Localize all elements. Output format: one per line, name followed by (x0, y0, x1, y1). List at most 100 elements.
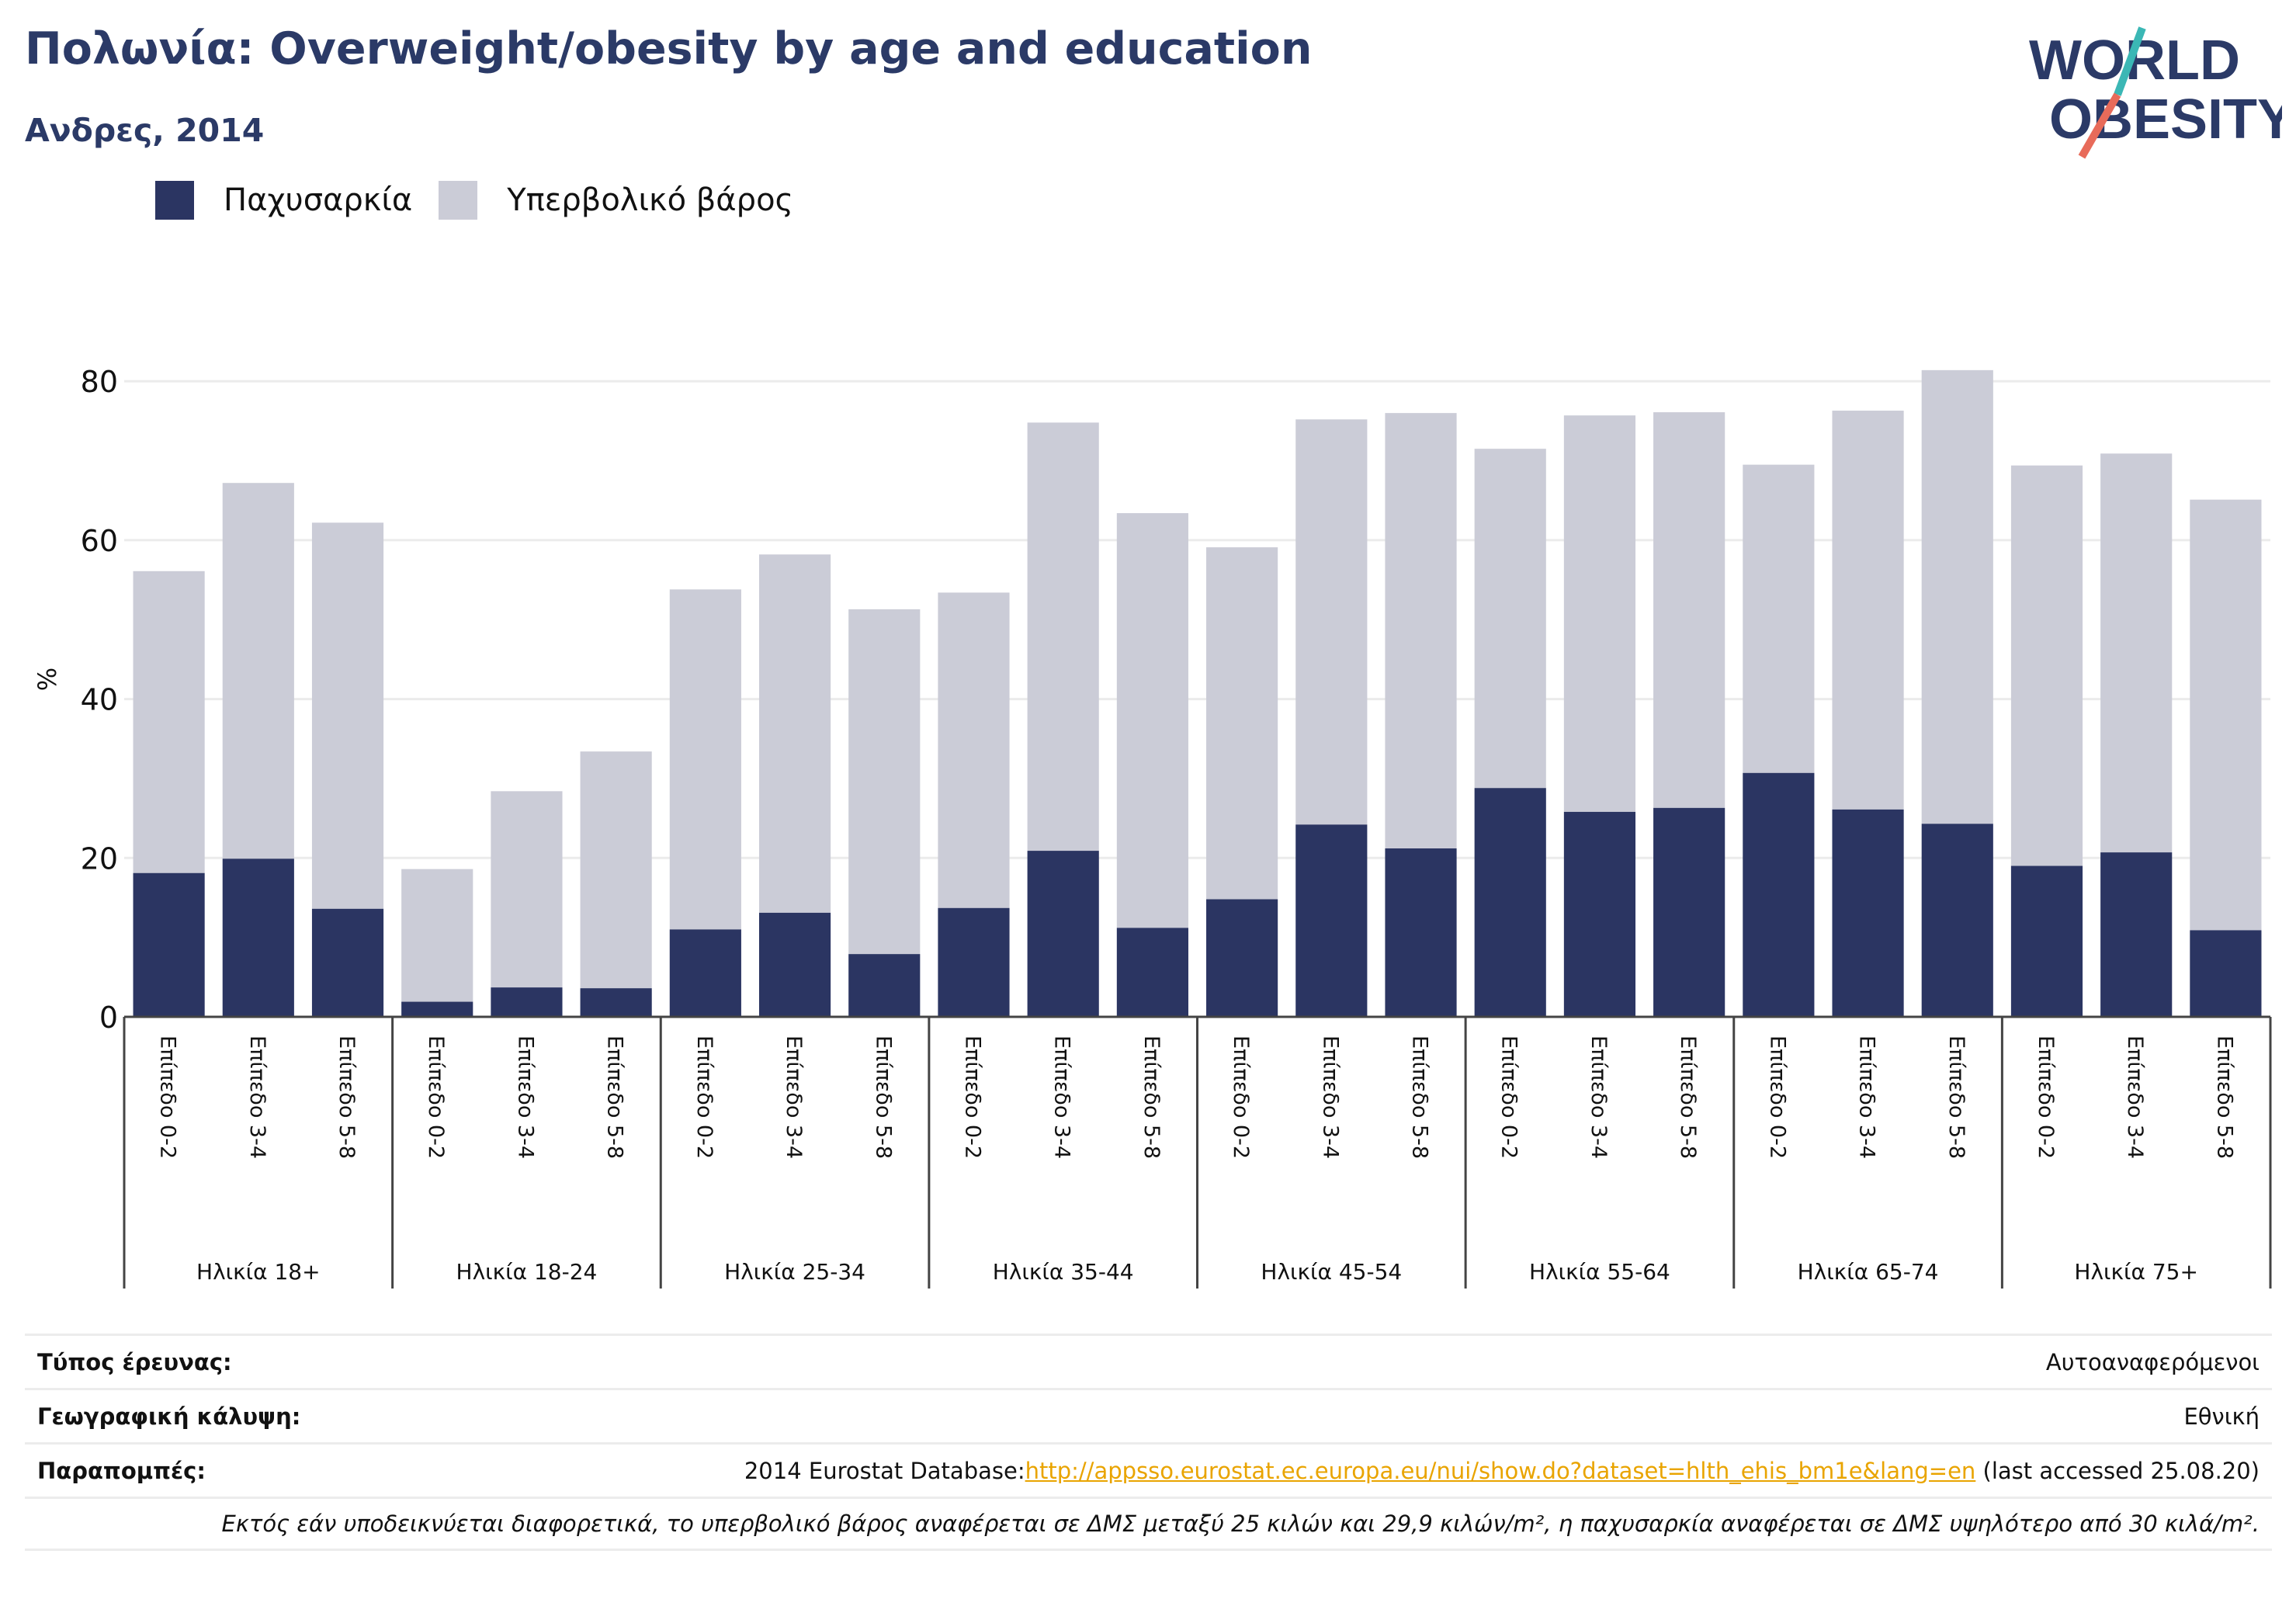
bar-overweight (401, 869, 473, 1002)
bar-obesity (1921, 824, 1993, 1017)
bar-overweight (1206, 547, 1278, 900)
x-tick-label: Επίπεδο 0-2 (1765, 1035, 1789, 1159)
logo-slash-teal (2114, 26, 2146, 96)
coverage-value: Εθνική (2183, 1403, 2260, 1430)
group-label: Ηλικία 65-74 (1798, 1259, 1939, 1285)
legend-item-obesity: Παχυσαρκία (155, 181, 412, 220)
bar-overweight (669, 589, 741, 930)
bar-overweight (1743, 464, 1815, 773)
bar-obesity (1563, 811, 1636, 1017)
survey-type-value: Αυτοαναφερόμενοι (2045, 1348, 2260, 1375)
bar-obesity (1116, 928, 1188, 1017)
y-tick-label: 20 (81, 841, 118, 876)
x-tick-label: Επίπεδο 5-8 (1944, 1035, 1968, 1159)
x-tick-label: Επίπεδο 5-8 (1676, 1035, 1700, 1159)
bar-obesity (491, 987, 563, 1017)
x-tick-label: Επίπεδο 5-8 (871, 1035, 895, 1159)
world-obesity-logo: WORLD OBESITY (2029, 26, 2282, 159)
stacked-bar-chart: 0 20 40 60 80% Επίπεδο 0-2 Επίπεδο 3-4 Επίπεδο … (33, 365, 2272, 1289)
y-tick-label: 80 (81, 365, 118, 399)
y-axis-label: % (33, 668, 62, 691)
bar-overweight (1295, 419, 1368, 825)
bar-obesity (1474, 788, 1546, 1017)
x-tick-label: Επίπεδο 0-2 (1229, 1035, 1253, 1159)
x-tick-label: Επίπεδο 0-2 (1497, 1035, 1521, 1159)
bar-overweight (1921, 369, 1993, 824)
x-tick-label: Επίπεδο 3-4 (513, 1035, 537, 1159)
x-tick-label: Επίπεδο 3-4 (1587, 1035, 1611, 1159)
x-tick-label: Επίπεδο 3-4 (1050, 1035, 1074, 1159)
bar-obesity (1295, 824, 1368, 1017)
bar-overweight (938, 592, 1010, 908)
x-tick-label: Επίπεδο 3-4 (1855, 1035, 1879, 1159)
coverage-label: Γεωγραφική κάλυψη: (37, 1403, 301, 1430)
chart-header: Πολωνία: Overweight/obesity by age and e… (25, 22, 1312, 149)
y-tick-label: 60 (81, 524, 118, 558)
bar-overweight (1116, 513, 1188, 928)
bar-overweight (2100, 453, 2173, 853)
x-tick-label: Επίπεδο 3-4 (245, 1035, 269, 1159)
x-tick-label: Επίπεδο 5-8 (2212, 1035, 2236, 1159)
metadata-table: Τύπος έρευνας: Αυτοαναφερόμενοι Γεωγραφι… (25, 1334, 2272, 1551)
bar-obesity (1385, 848, 1457, 1017)
references-value: 2014 Eurostat Database:http://appsso.eur… (744, 1458, 2260, 1484)
bar-overweight (222, 483, 294, 859)
x-tick-label: Επίπεδο 5-8 (1139, 1035, 1164, 1159)
x-tick-label: Επίπεδο 0-2 (692, 1035, 716, 1159)
bar-obesity (848, 954, 921, 1017)
bar-overweight (1832, 411, 1904, 810)
bar-obesity (222, 858, 294, 1017)
x-tick-label: Επίπεδο 3-4 (782, 1035, 806, 1159)
legend-item-overweight: Υπερβολικό βάρος (439, 181, 793, 220)
group-label: Ηλικία 18-24 (456, 1259, 598, 1285)
bar-obesity (401, 1001, 473, 1017)
legend-swatch-obesity (155, 181, 194, 220)
bar-overweight (1474, 449, 1546, 789)
legend-label-overweight: Υπερβολικό βάρος (507, 182, 794, 218)
bar-obesity (1206, 899, 1278, 1017)
references-suffix: (last accessed 25.08.20) (1975, 1457, 2260, 1484)
bar-overweight (2010, 465, 2083, 866)
bar-overweight (1027, 422, 1099, 852)
references-prefix: 2014 Eurostat Database: (744, 1457, 1025, 1484)
bar-obesity (938, 907, 1010, 1017)
legend-swatch-overweight (439, 181, 478, 220)
chart-title: Πολωνία: Overweight/obesity by age and e… (25, 23, 1313, 75)
y-tick-label: 0 (99, 1001, 118, 1035)
x-tick-label: Επίπεδο 0-2 (2034, 1035, 2058, 1159)
bar-obesity (1832, 809, 1904, 1017)
bar-obesity (758, 912, 831, 1017)
bar-obesity (2190, 930, 2262, 1017)
group-label: Ηλικία 35-44 (993, 1259, 1134, 1285)
chart-legend: Παχυσαρκία Υπερβολικό βάρος (155, 179, 820, 222)
x-tick-label: Επίπεδο 0-2 (156, 1035, 180, 1159)
references-link[interactable]: http://appsso.eurostat.ec.europa.eu/nui/… (1025, 1457, 1976, 1484)
x-tick-label: Επίπεδο 5-8 (603, 1035, 627, 1159)
x-tick-label: Επίπεδο 0-2 (424, 1035, 448, 1159)
meta-row-references: Παραπομπές: 2014 Eurostat Database:http:… (25, 1442, 2272, 1497)
bar-overweight (311, 522, 384, 909)
bar-overweight (133, 571, 205, 873)
group-label: Ηλικία 45-54 (1261, 1259, 1402, 1285)
bar-overweight (848, 609, 921, 955)
bar-obesity (311, 908, 384, 1017)
legend-label-obesity: Παχυσαρκία (224, 182, 413, 218)
bar-obesity (1743, 772, 1815, 1017)
chart-subtitle: Ανδρες, 2014 (25, 112, 265, 149)
group-label: Ηλικία 75+ (2074, 1259, 2198, 1285)
bar-obesity (669, 929, 741, 1017)
meta-row-note: Εκτός εάν υποδεικνύεται διαφορετικά, το … (25, 1497, 2272, 1551)
x-tick-label: Επίπεδο 3-4 (2123, 1035, 2147, 1159)
bar-overweight (758, 554, 831, 913)
bar-overweight (491, 791, 563, 988)
group-label: Ηλικία 18+ (196, 1259, 321, 1285)
meta-row-survey-type: Τύπος έρευνας: Αυτοαναφερόμενοι (25, 1334, 2272, 1388)
references-label: Παραπομπές: (37, 1457, 206, 1484)
bar-overweight (2190, 499, 2262, 931)
bar-obesity (2010, 865, 2083, 1017)
bar-overweight (1563, 415, 1636, 812)
x-tick-label: Επίπεδο 5-8 (335, 1035, 359, 1159)
x-tick-label: Επίπεδο 5-8 (1408, 1035, 1432, 1159)
bar-obesity (2100, 852, 2173, 1017)
bar-overweight (1385, 413, 1457, 849)
